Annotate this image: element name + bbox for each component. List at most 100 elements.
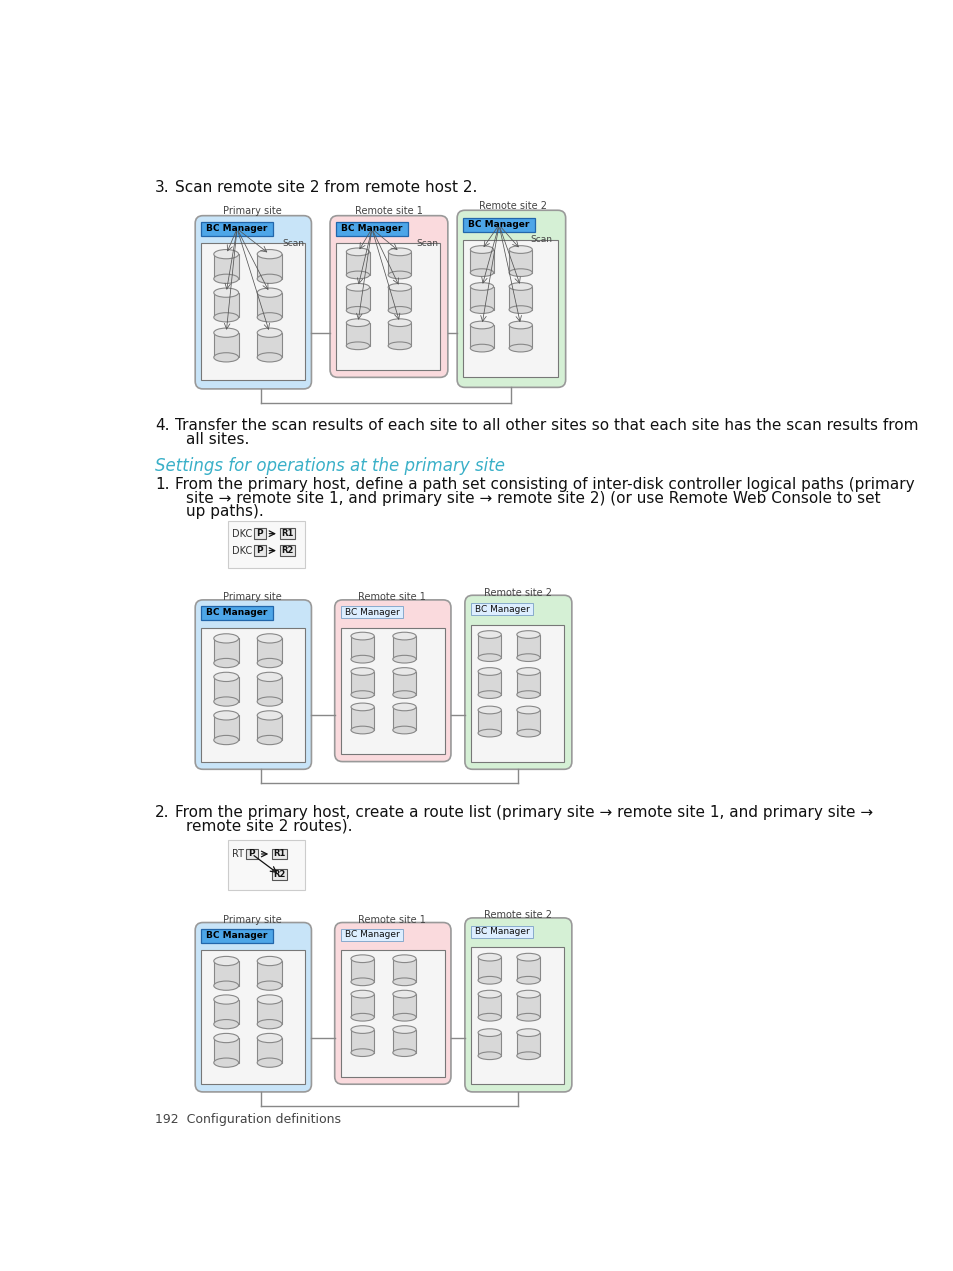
- Bar: [228, 521, 305, 568]
- Ellipse shape: [477, 667, 500, 675]
- FancyBboxPatch shape: [477, 710, 500, 733]
- Ellipse shape: [257, 353, 282, 362]
- FancyBboxPatch shape: [213, 254, 238, 278]
- Ellipse shape: [213, 275, 238, 283]
- Text: Remote site 1: Remote site 1: [357, 592, 426, 602]
- FancyBboxPatch shape: [335, 923, 451, 1084]
- Ellipse shape: [477, 1028, 500, 1036]
- Ellipse shape: [213, 658, 238, 667]
- Ellipse shape: [517, 667, 539, 675]
- FancyBboxPatch shape: [393, 636, 416, 660]
- Ellipse shape: [346, 319, 369, 327]
- Text: From the primary host, create a route list (primary site → remote site 1, and pr: From the primary host, create a route li…: [174, 805, 872, 820]
- Ellipse shape: [213, 995, 238, 1004]
- FancyBboxPatch shape: [393, 958, 416, 981]
- Ellipse shape: [393, 656, 416, 663]
- Ellipse shape: [470, 268, 493, 277]
- Ellipse shape: [213, 981, 238, 990]
- FancyBboxPatch shape: [257, 254, 282, 278]
- Ellipse shape: [517, 1028, 539, 1036]
- Text: BC Manager: BC Manager: [475, 605, 529, 614]
- Text: BC Manager: BC Manager: [475, 928, 529, 937]
- Text: Primary site: Primary site: [223, 206, 282, 216]
- FancyBboxPatch shape: [477, 957, 500, 980]
- Bar: [279, 529, 294, 539]
- Ellipse shape: [509, 322, 532, 329]
- Text: Settings for operations at the primary site: Settings for operations at the primary s…: [154, 456, 504, 474]
- Ellipse shape: [351, 656, 374, 663]
- FancyBboxPatch shape: [464, 918, 571, 1092]
- Ellipse shape: [517, 953, 539, 961]
- Ellipse shape: [213, 956, 238, 966]
- Ellipse shape: [257, 956, 282, 966]
- Ellipse shape: [213, 353, 238, 362]
- FancyBboxPatch shape: [470, 325, 493, 348]
- Text: DKC: DKC: [233, 529, 253, 539]
- Ellipse shape: [351, 1049, 374, 1056]
- Ellipse shape: [393, 990, 416, 998]
- Ellipse shape: [477, 630, 500, 638]
- Bar: [340, 606, 402, 619]
- Bar: [228, 840, 305, 890]
- Text: DKC: DKC: [233, 545, 253, 555]
- Ellipse shape: [388, 248, 411, 255]
- FancyBboxPatch shape: [257, 677, 282, 702]
- FancyBboxPatch shape: [351, 994, 374, 1017]
- FancyBboxPatch shape: [257, 333, 282, 357]
- Ellipse shape: [470, 245, 493, 253]
- Text: 1.: 1.: [154, 477, 170, 492]
- Bar: [335, 243, 439, 370]
- FancyBboxPatch shape: [477, 1032, 500, 1056]
- Ellipse shape: [257, 1057, 282, 1068]
- Ellipse shape: [351, 1026, 374, 1033]
- FancyBboxPatch shape: [388, 287, 411, 310]
- Ellipse shape: [213, 736, 238, 745]
- Ellipse shape: [257, 981, 282, 990]
- Bar: [201, 222, 273, 235]
- Bar: [335, 222, 407, 235]
- Ellipse shape: [351, 990, 374, 998]
- Ellipse shape: [517, 730, 539, 737]
- FancyBboxPatch shape: [346, 252, 369, 275]
- FancyBboxPatch shape: [351, 707, 374, 730]
- Ellipse shape: [393, 703, 416, 710]
- Bar: [279, 545, 294, 555]
- Bar: [253, 545, 266, 555]
- Ellipse shape: [351, 667, 374, 675]
- Text: Remote site 2: Remote site 2: [478, 201, 546, 211]
- Ellipse shape: [257, 1033, 282, 1042]
- Ellipse shape: [470, 306, 493, 314]
- Text: Transfer the scan results of each site to all other sites so that each site has : Transfer the scan results of each site t…: [174, 418, 918, 433]
- Ellipse shape: [346, 306, 369, 314]
- Text: BC Manager: BC Manager: [468, 220, 529, 229]
- FancyBboxPatch shape: [517, 710, 539, 733]
- Ellipse shape: [351, 690, 374, 699]
- Ellipse shape: [257, 634, 282, 643]
- FancyBboxPatch shape: [477, 994, 500, 1017]
- Text: Scan: Scan: [416, 239, 438, 248]
- Bar: [201, 606, 273, 620]
- FancyBboxPatch shape: [388, 252, 411, 275]
- FancyBboxPatch shape: [257, 638, 282, 663]
- Bar: [201, 243, 305, 380]
- Ellipse shape: [509, 268, 532, 277]
- FancyBboxPatch shape: [257, 999, 282, 1024]
- Ellipse shape: [477, 690, 500, 699]
- FancyBboxPatch shape: [393, 671, 416, 694]
- Ellipse shape: [393, 1013, 416, 1021]
- Text: BC Manager: BC Manager: [344, 930, 399, 939]
- FancyBboxPatch shape: [393, 1030, 416, 1052]
- FancyBboxPatch shape: [388, 323, 411, 346]
- Ellipse shape: [351, 726, 374, 733]
- Ellipse shape: [346, 248, 369, 255]
- Ellipse shape: [213, 313, 238, 322]
- Bar: [463, 239, 558, 376]
- Ellipse shape: [477, 653, 500, 661]
- FancyBboxPatch shape: [195, 923, 311, 1092]
- Ellipse shape: [388, 342, 411, 350]
- Text: BC Manager: BC Manager: [206, 609, 268, 618]
- FancyBboxPatch shape: [509, 249, 532, 273]
- FancyBboxPatch shape: [195, 600, 311, 769]
- Text: 192  Configuration definitions: 192 Configuration definitions: [154, 1113, 340, 1126]
- Ellipse shape: [517, 707, 539, 714]
